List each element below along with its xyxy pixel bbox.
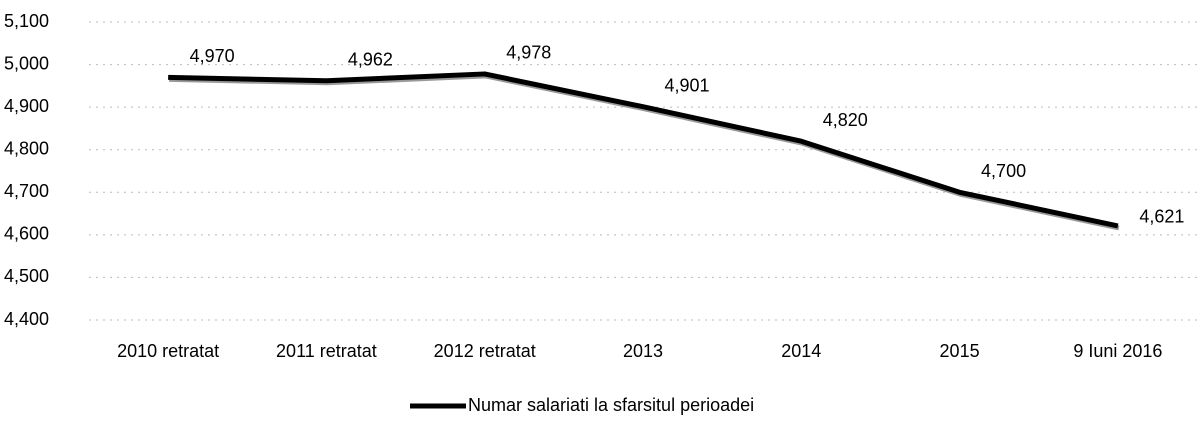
x-tick-label: 2015: [940, 341, 980, 361]
y-tick-label: 5,000: [4, 53, 49, 73]
y-tick-label: 5,100: [4, 11, 49, 31]
series-line: [168, 71, 1119, 229]
y-tick-label: 4,600: [4, 224, 49, 244]
y-tick-label: 4,500: [4, 266, 49, 286]
data-label: 4,978: [506, 43, 551, 63]
y-tick-label: 4,400: [4, 309, 49, 329]
data-label: 4,901: [664, 75, 709, 95]
x-tick-label: 2011 retratat: [276, 341, 377, 361]
data-label: 4,621: [1139, 207, 1184, 227]
data-label: 4,962: [348, 49, 393, 69]
x-tick-label: 2010 retratat: [117, 341, 219, 361]
x-tick-label: 2012 retratat: [434, 341, 536, 361]
y-tick-label: 4,800: [4, 138, 49, 158]
legend-label: Numar salariati la sfarsitul perioadei: [468, 395, 754, 415]
y-tick-label: 4,900: [4, 96, 49, 116]
x-tick-label: 2013: [623, 341, 663, 361]
data-label: 4,700: [981, 161, 1026, 181]
line-shadow: [169, 73, 1120, 231]
data-label: 4,970: [190, 46, 235, 66]
y-tick-label: 4,700: [4, 181, 49, 201]
x-tick-label: 2014: [781, 341, 821, 361]
data-label: 4,820: [823, 110, 868, 130]
x-tick-label: 9 Iuni 2016: [1073, 341, 1162, 361]
